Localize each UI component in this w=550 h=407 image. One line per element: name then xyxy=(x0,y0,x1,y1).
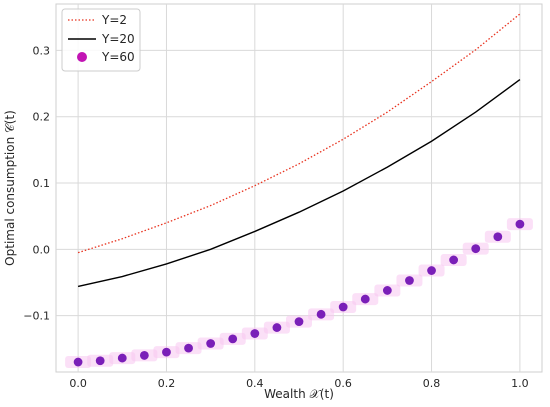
legend-label-y20: Y=20 xyxy=(101,32,135,46)
data-point-y60 xyxy=(228,334,238,344)
data-point-y60 xyxy=(471,244,481,254)
data-point-y60 xyxy=(250,329,260,338)
x-tick-label: 0.8 xyxy=(423,377,441,390)
legend: Y=2 Y=20 Y=60 xyxy=(61,8,141,72)
y60-markers xyxy=(73,219,525,367)
data-point-y60 xyxy=(139,351,149,360)
series-line-y2 xyxy=(77,13,521,254)
data-point-y60 xyxy=(184,343,193,353)
data-point-y60 xyxy=(405,276,414,285)
x-tick-labels: 0.0 0.2 0.4 0.6 0.8 1.0 xyxy=(69,377,528,390)
data-point-y60 xyxy=(515,219,525,229)
x-tick-label: 0.2 xyxy=(158,377,176,390)
x-tick-label: 0.0 xyxy=(69,377,87,390)
data-point-y60 xyxy=(162,347,171,357)
y-axis-label: Optimal consumption 𝒞(t) xyxy=(3,110,17,266)
legend-label-y2: Y=2 xyxy=(101,13,127,27)
data-point-y60 xyxy=(360,294,370,304)
series-lines xyxy=(77,13,521,288)
data-point-y60 xyxy=(206,339,216,348)
x-axis-label: Wealth 𝒳(t) xyxy=(264,387,334,401)
data-point-y60 xyxy=(95,356,105,366)
data-point-y60 xyxy=(493,232,503,242)
x-tick-label: 1.0 xyxy=(511,377,529,390)
legend-label-y60: Y=60 xyxy=(101,50,135,64)
data-point-y60 xyxy=(338,302,348,312)
y-tick-label: 0.3 xyxy=(33,44,51,57)
data-point-y60 xyxy=(427,266,436,275)
y-tick-label: 0.0 xyxy=(33,243,51,256)
y-tick-label: −0.1 xyxy=(23,310,50,323)
data-point-y60 xyxy=(272,323,282,332)
series-line-y20 xyxy=(77,79,521,288)
data-point-y60 xyxy=(117,353,127,363)
y-tick-labels: −0.1 0.0 0.1 0.2 0.3 xyxy=(23,44,50,322)
x-tick-label: 0.6 xyxy=(334,377,352,390)
legend-swatch-y60 xyxy=(77,52,87,62)
data-point-y60 xyxy=(449,255,459,265)
data-point-y60 xyxy=(294,317,304,327)
data-point-y60 xyxy=(316,309,326,319)
y-tick-label: 0.2 xyxy=(33,111,51,124)
y-tick-label: 0.1 xyxy=(33,177,51,190)
data-point-y60 xyxy=(73,357,83,367)
data-point-y60 xyxy=(382,286,392,295)
x-tick-label: 0.4 xyxy=(246,377,264,390)
